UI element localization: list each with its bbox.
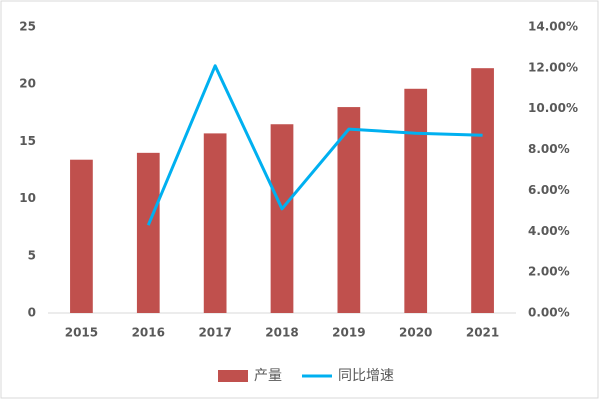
y-tick-label: 20: [19, 77, 36, 91]
y-tick-label: 15: [19, 134, 36, 148]
x-tick-label: 2019: [332, 326, 365, 340]
y-tick-label: 10: [19, 191, 36, 205]
x-tick-label: 2021: [466, 326, 499, 340]
y2-tick-label: 4.00%: [528, 224, 570, 238]
y-tick-label: 25: [19, 20, 36, 34]
line: [146, 64, 483, 226]
y-tick-label: 5: [28, 248, 36, 262]
y2-tick-label: 6.00%: [528, 183, 570, 197]
x-tick-label: 2015: [65, 326, 98, 340]
y2-tick-label: 12.00%: [528, 60, 578, 74]
legend-swatch: [218, 370, 248, 382]
bar: [203, 133, 227, 313]
bar: [70, 159, 93, 313]
y-tick-label: 0: [28, 306, 36, 320]
x-tick-label: 2017: [198, 326, 231, 340]
legend-label: 产量: [254, 368, 282, 384]
bar: [337, 107, 361, 313]
x-tick-label: 2018: [265, 326, 298, 340]
bar: [270, 124, 294, 314]
y2-tick-label: 8.00%: [528, 142, 570, 156]
bar: [471, 68, 494, 314]
y2-tick-label: 10.00%: [528, 101, 578, 115]
bar: [404, 88, 428, 313]
y2-tick-label: 0.00%: [528, 306, 570, 320]
bar: [136, 152, 160, 313]
x-tick-label: 2020: [399, 326, 432, 340]
y2-tick-label: 2.00%: [528, 265, 570, 279]
x-tick-label: 2016: [132, 326, 165, 340]
legend-label: 同比增速: [338, 368, 394, 384]
y2-tick-label: 14.00%: [528, 20, 578, 34]
